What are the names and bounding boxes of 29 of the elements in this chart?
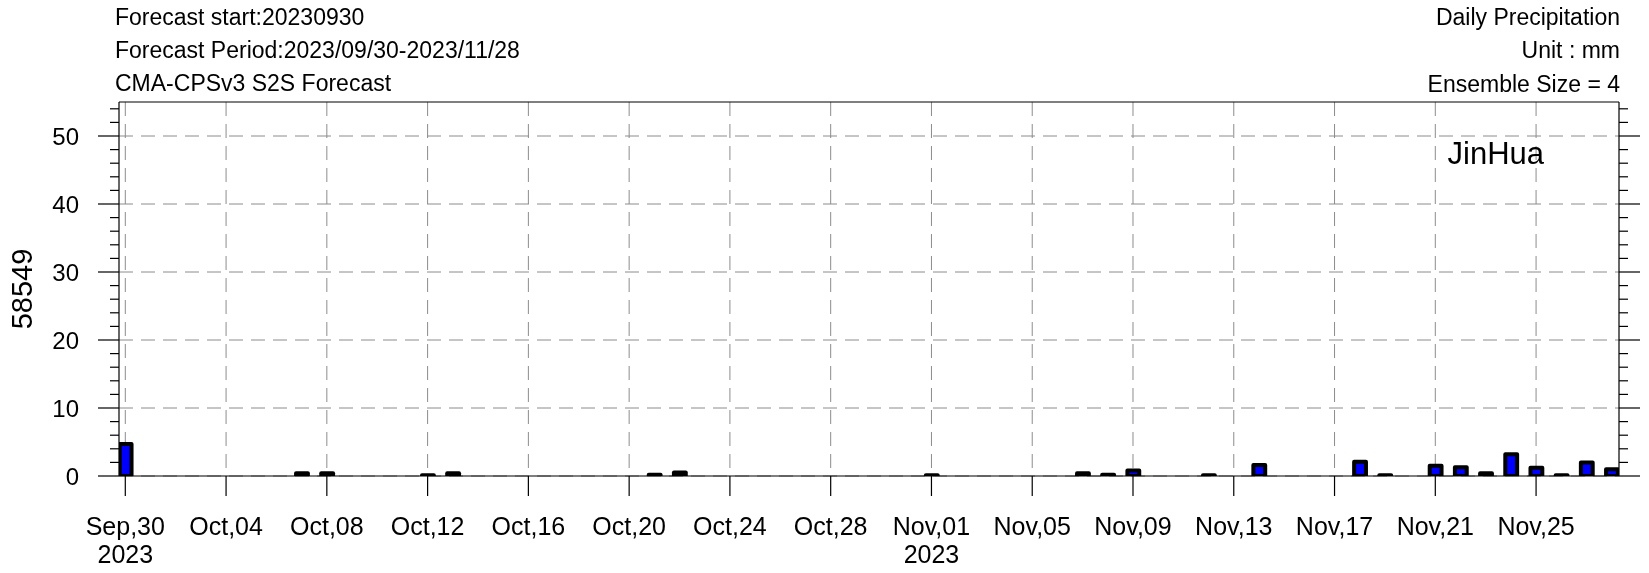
chart-title: Daily Precipitation [1435,3,1620,30]
text: CMA-CPSv3 S2S Forecast [115,69,392,96]
text: Ensemble Size = 4 [1427,71,1620,98]
x-tick-label: Nov,05 [993,512,1071,540]
x-tick-label: Nov,09 [1094,512,1172,540]
x-tick-label: Oct,24 [693,512,767,540]
x-tick-label: Oct,20 [592,512,666,540]
x-tick-label: Sep,30 2023 [85,512,165,568]
y-tick-label: 50 [52,122,79,150]
y-tick-label: 0 [65,462,79,490]
x-tick-label: Oct,28 [793,512,868,540]
x-tick-label: Oct,04 [189,512,263,540]
x-tick-label: Nov,13 [1195,512,1273,540]
x-tick-label: Nov,25 [1497,512,1575,540]
text: Forecast Period:2023/09/30-2023/11/28 [115,36,520,63]
y-tick-label: 40 [52,190,79,218]
x-tick-label: Nov,21 [1396,512,1474,540]
y-tick-label: 30 [52,258,79,286]
x-tick-label: Nov,01 2023 [892,512,971,568]
y-tick-label: 10 [52,394,79,422]
y-axis-title: 58549 [6,248,38,330]
x-tick-label: Oct,08 [290,512,364,540]
x-tick-label: Nov,17 [1295,512,1374,540]
text: Forecast start:20230930 [115,3,365,30]
chart-subtitle: Unit : mm [1521,37,1620,64]
y-tick-label: 20 [52,326,79,354]
annotation: JinHua [1447,136,1544,172]
x-tick-label: Oct,16 [491,512,566,540]
x-tick-label: Oct,12 [390,512,465,540]
